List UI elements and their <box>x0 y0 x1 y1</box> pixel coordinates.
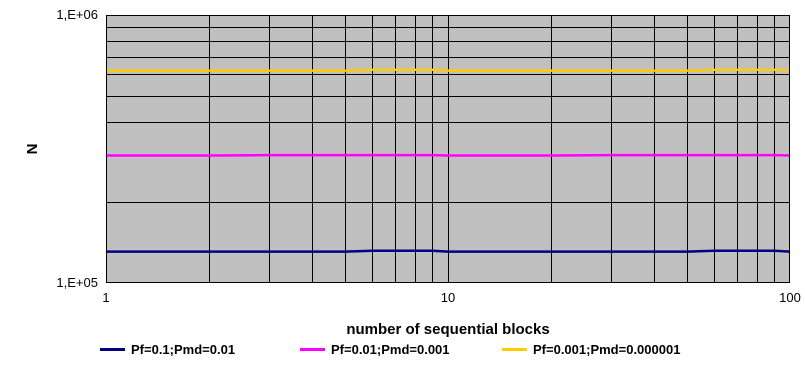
y-tick-label-top: 1,E+06 <box>56 7 98 22</box>
x-tick-label-1: 1 <box>102 290 109 305</box>
x-axis-title: number of sequential blocks <box>346 321 549 338</box>
x-tick-label-10: 10 <box>441 290 455 305</box>
legend: Pf=0.1;Pmd=0.01 Pf=0.01;Pmd=0.001 Pf=0.0… <box>0 338 805 360</box>
x-gridlines <box>209 15 775 283</box>
legend-item-series-3: Pf=0.001;Pmd=0.000001 <box>502 338 680 360</box>
plot-border <box>106 15 790 283</box>
x-tick-label-100: 100 <box>779 290 801 305</box>
legend-label-series-3: Pf=0.001;Pmd=0.000001 <box>533 341 681 357</box>
series-line-1 <box>106 249 791 253</box>
y-tick-label-bottom: 1,E+05 <box>56 275 98 290</box>
series-line-3 <box>106 68 791 72</box>
line-chart: 1,E+06 1,E+05 1 10 100 N number of seque… <box>24 7 801 338</box>
legend-item-series-2: Pf=0.01;Pmd=0.001 <box>300 338 450 360</box>
legend-swatch-series-2 <box>300 347 325 351</box>
legend-swatch-series-3 <box>502 347 527 351</box>
series-lines <box>106 68 791 253</box>
legend-swatch-series-1 <box>100 347 125 351</box>
legend-label-series-2: Pf=0.01;Pmd=0.001 <box>331 341 450 357</box>
y-axis-title: N <box>24 144 41 155</box>
legend-item-series-1: Pf=0.1;Pmd=0.01 <box>100 338 235 360</box>
legend-label-series-1: Pf=0.1;Pmd=0.01 <box>131 341 236 357</box>
